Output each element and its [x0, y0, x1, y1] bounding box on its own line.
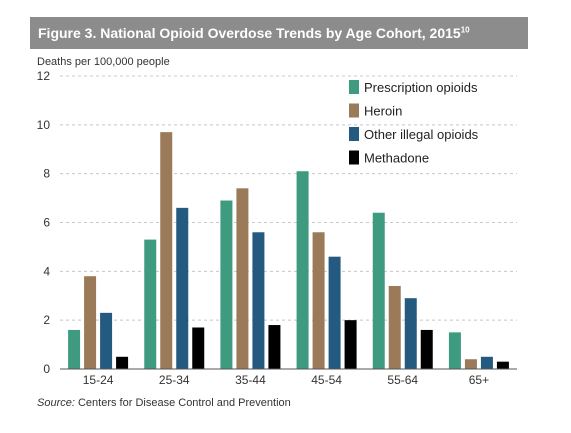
- y-tick-label-4: 4: [43, 264, 50, 278]
- bar-methadone-15-24: [116, 356, 129, 369]
- y-tick-label-0: 0: [43, 362, 50, 376]
- bar-heroin-25-34: [160, 132, 173, 369]
- bar-heroin-15-24: [84, 276, 97, 369]
- figure-title: Figure 3. National Opioid Overdose Trend…: [30, 17, 528, 49]
- bar-methadone-35-44: [268, 325, 281, 369]
- x-tick-label-35-44: 35-44: [235, 373, 266, 387]
- bar-prescription-opioids-45-54: [296, 171, 309, 369]
- bar-other-illegal-opioids-65: [480, 356, 493, 369]
- y-tick-label-12: 12: [37, 69, 51, 83]
- bar-heroin-45-54: [312, 232, 325, 369]
- bar-other-illegal-opioids-55-64: [404, 298, 417, 369]
- legend: Prescription opioids Heroin Other illegal …: [349, 80, 479, 166]
- bar-heroin-55-64: [388, 285, 401, 369]
- legend-label-prescription-opioids: Prescription opioids: [364, 80, 478, 95]
- x-tick-labels: 15-24 25-34 35-44 45-54 55-64 65+: [83, 373, 489, 387]
- y-tick-label-6: 6: [43, 216, 50, 230]
- bar-other-illegal-opioids-15-24: [100, 312, 113, 369]
- x-tick-label-25-34: 25-34: [159, 373, 190, 387]
- legend-swatch-other-illegal-opioids: [349, 127, 359, 141]
- bar-methadone-45-54: [344, 320, 357, 369]
- source-text: Centers for Disease Control and Preventi…: [77, 397, 291, 409]
- bar-methadone-55-64: [420, 329, 433, 369]
- legend-label-methadone: Methadone: [364, 151, 429, 166]
- bar-prescription-opioids-15-24: [68, 329, 81, 369]
- source-note: Source: Centers for Disease Control and …: [37, 397, 291, 409]
- y-tick-labels: 0 2 4 6 8 10 12: [37, 69, 51, 376]
- bar-other-illegal-opioids-25-34: [176, 207, 189, 369]
- bar-heroin-35-44: [236, 188, 249, 369]
- bar-methadone-25-34: [192, 327, 205, 369]
- y-tick-label-8: 8: [43, 167, 50, 181]
- bar-prescription-opioids-25-34: [144, 239, 157, 369]
- x-tick-label-55-64: 55-64: [387, 373, 418, 387]
- bar-methadone-65: [496, 361, 509, 369]
- legend-label-other-illegal-opioids: Other illegal opioids: [364, 127, 479, 142]
- source-label: Source:: [37, 397, 75, 409]
- bar-prescription-opioids-65: [448, 332, 461, 369]
- bar-heroin-65: [464, 359, 477, 369]
- legend-swatch-prescription-opioids: [349, 80, 359, 94]
- bar-other-illegal-opioids-45-54: [328, 256, 341, 369]
- y-axis-label: Deaths per 100,000 people: [37, 56, 170, 68]
- bar-other-illegal-opioids-35-44: [252, 232, 265, 369]
- bars: [68, 132, 509, 369]
- y-tick-label-10: 10: [37, 118, 51, 132]
- gridlines: [60, 75, 517, 321]
- figure-title-text: Figure 3. National Opioid Overdose Trend…: [38, 25, 461, 41]
- y-tick-label-2: 2: [43, 313, 50, 327]
- legend-label-heroin: Heroin: [364, 104, 402, 119]
- bar-prescription-opioids-35-44: [220, 200, 233, 369]
- x-tick-label-15-24: 15-24: [83, 373, 114, 387]
- figure-title-superscript: 10: [460, 25, 470, 35]
- legend-swatch-methadone: [349, 150, 359, 165]
- bar-prescription-opioids-55-64: [372, 212, 385, 369]
- x-tick-label-65: 65+: [469, 373, 489, 387]
- x-tick-label-45-54: 45-54: [311, 373, 342, 387]
- legend-swatch-heroin: [349, 103, 359, 118]
